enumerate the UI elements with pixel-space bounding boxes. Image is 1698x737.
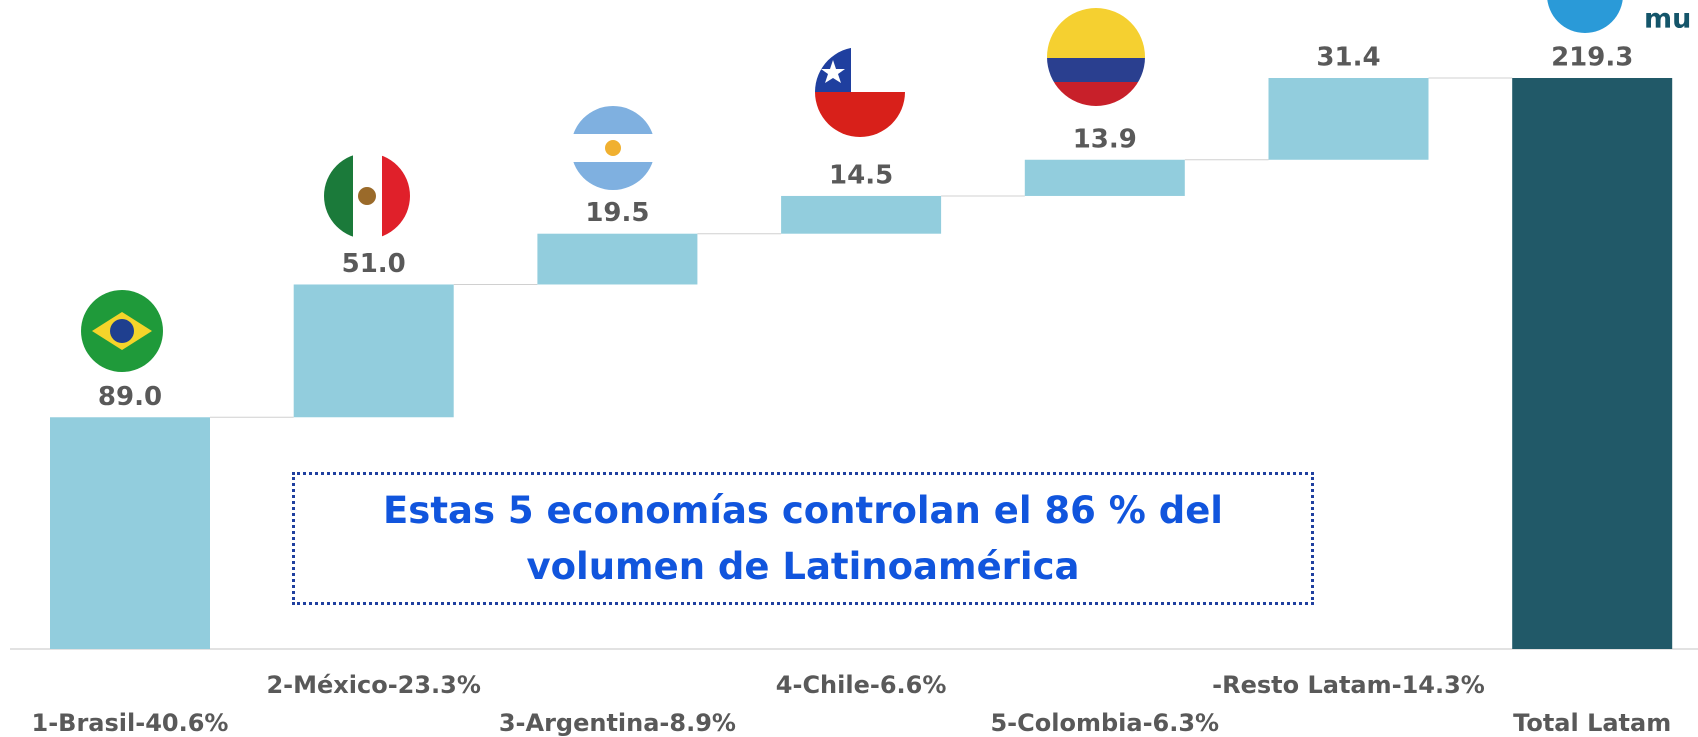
value-label: 219.3 xyxy=(1551,43,1633,73)
bar xyxy=(1024,159,1185,196)
value-label: 51.0 xyxy=(342,249,406,279)
x-tick-label: 4-Chile-6.6% xyxy=(776,671,947,699)
logo-icon xyxy=(1547,0,1623,33)
value-label: 13.9 xyxy=(1073,124,1137,154)
annotation: Estas 5 economías controlan el 86 % del … xyxy=(292,472,1314,605)
flag-chile xyxy=(815,47,905,137)
flag-colombia xyxy=(1047,8,1145,106)
x-tick-label: -Resto Latam-14.3% xyxy=(1212,671,1485,699)
flag-brazil xyxy=(81,290,163,372)
bar xyxy=(1268,78,1429,160)
bar xyxy=(1512,78,1673,649)
bar xyxy=(537,233,698,285)
x-tick-label: 1-Brasil-40.6% xyxy=(32,709,229,737)
x-tick-label: Total Latam xyxy=(1513,709,1671,737)
flag-argentina xyxy=(571,106,655,190)
bar xyxy=(293,284,454,418)
x-tick-label: 2-México-23.3% xyxy=(266,671,480,699)
value-label: 89.0 xyxy=(98,382,162,412)
logo-text: mu xyxy=(1644,4,1691,35)
value-label: 31.4 xyxy=(1316,43,1380,73)
flag-mexico xyxy=(324,153,410,239)
bar xyxy=(781,195,942,234)
x-tick-label: 3-Argentina-8.9% xyxy=(499,709,736,737)
bar xyxy=(50,417,210,649)
value-label: 19.5 xyxy=(585,198,649,228)
value-label: 14.5 xyxy=(829,160,893,190)
x-tick-label: 5-Colombia-6.3% xyxy=(990,709,1219,737)
